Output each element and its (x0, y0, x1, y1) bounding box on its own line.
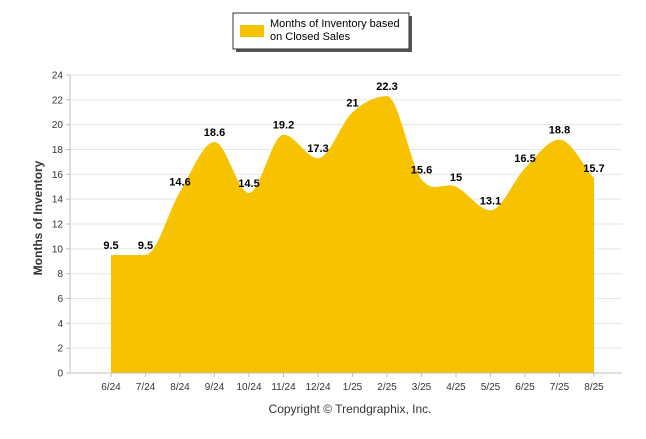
data-label: 17.3 (307, 143, 328, 155)
area-fill (111, 96, 594, 373)
y-tick-label: 24 (52, 71, 64, 82)
y-tick-label: 6 (57, 294, 63, 305)
x-tick-label: 6/25 (515, 382, 535, 393)
data-label: 9.5 (103, 240, 118, 252)
area-series (111, 96, 594, 373)
y-tick-label: 14 (52, 195, 64, 206)
data-label: 18.6 (204, 127, 225, 139)
data-label: 15.7 (583, 163, 604, 175)
x-tick-label: 8/25 (584, 382, 604, 393)
y-tick-label: 20 (52, 120, 64, 131)
x-tick-label: 12/24 (305, 382, 330, 393)
data-label: 14.6 (169, 177, 190, 189)
y-axis-title: Months of Inventory (31, 160, 45, 275)
data-label: 15 (450, 172, 462, 184)
x-tick-label: 9/24 (205, 382, 225, 393)
data-label: 13.1 (480, 195, 501, 207)
y-tick-label: 0 (57, 369, 63, 380)
x-tick-label: 7/24 (136, 382, 156, 393)
y-tick-label: 12 (52, 220, 64, 231)
data-label: 9.5 (138, 240, 153, 252)
x-tick-label: 11/24 (271, 382, 296, 393)
y-tick-label: 4 (57, 319, 63, 330)
y-tick-label: 8 (57, 269, 63, 280)
y-tick-label: 22 (52, 95, 64, 106)
legend: Months of Inventory based on Closed Sale… (233, 13, 412, 52)
copyright-text: Copyright © Trendgraphix, Inc. (269, 402, 432, 416)
legend-label-line1: Months of Inventory based (270, 18, 400, 30)
legend-label-line2: on Closed Sales (270, 31, 351, 43)
y-tick-label: 2 (57, 344, 63, 355)
x-tick-label: 5/25 (481, 382, 501, 393)
data-label: 18.8 (549, 125, 570, 137)
data-label: 19.2 (273, 120, 294, 132)
x-tick-label: 2/25 (377, 382, 397, 393)
data-label: 15.6 (411, 164, 432, 176)
x-tick-label: 3/25 (412, 382, 432, 393)
y-tick-label: 10 (52, 244, 64, 255)
x-tick-label: 7/25 (550, 382, 570, 393)
x-tick-label: 10/24 (236, 382, 261, 393)
y-tick-label: 16 (52, 170, 64, 181)
x-tick-label: 4/25 (446, 382, 466, 393)
x-tick-label: 8/24 (170, 382, 190, 393)
data-label: 22.3 (376, 81, 397, 93)
x-tick-label: 6/24 (101, 382, 121, 393)
x-tick-labels: 6/24 7/24 8/24 9/24 10/24 11/24 12/24 1/25 2/25 3… (101, 373, 604, 393)
x-tick-label: 1/25 (343, 382, 363, 393)
legend-swatch (240, 25, 264, 37)
data-label: 14.5 (238, 178, 259, 190)
y-tick-label: 18 (52, 145, 64, 156)
data-label: 21 (346, 97, 358, 109)
data-label: 16.5 (514, 153, 535, 165)
